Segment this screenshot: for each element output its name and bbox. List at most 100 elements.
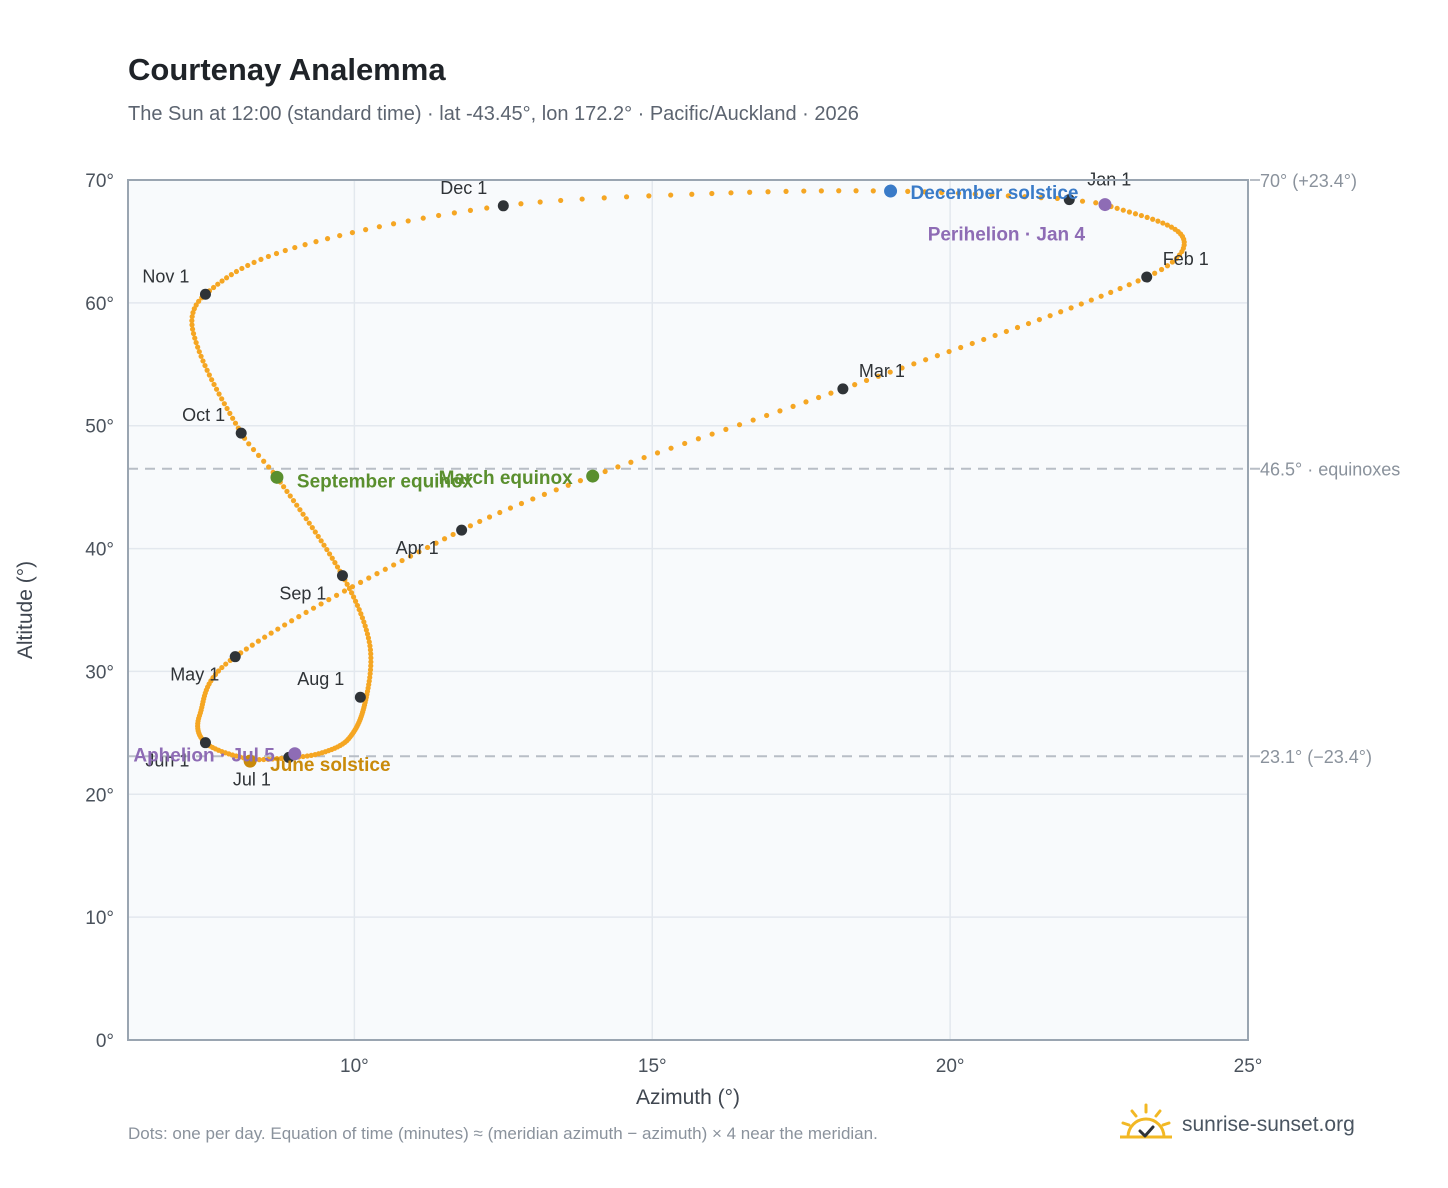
day-dot (324, 546, 330, 553)
y-tick-label: 20° (85, 785, 114, 806)
event-marker (270, 470, 284, 484)
day-dot (318, 601, 324, 607)
day-dot (321, 542, 327, 548)
day-dot (946, 348, 952, 355)
day-dot (367, 667, 374, 673)
day-dot (887, 369, 893, 375)
day-dot (282, 247, 288, 254)
day-dot (303, 516, 309, 522)
day-dot (816, 394, 822, 401)
month-marker (336, 570, 348, 582)
day-dot (190, 330, 197, 337)
day-dot (310, 605, 317, 611)
day-dot (261, 458, 267, 464)
day-dot (363, 227, 369, 233)
brand[interactable]: sunrise-sunset.org (1120, 1100, 1355, 1150)
day-dot (1098, 293, 1104, 299)
day-dot (189, 313, 195, 320)
day-dot (628, 459, 634, 465)
day-dot (615, 464, 621, 470)
day-dot (200, 358, 206, 364)
plot-area (128, 180, 1248, 1040)
day-dot (790, 403, 796, 409)
day-dot (989, 192, 995, 198)
month-marker-label: Oct 1 (182, 405, 225, 425)
day-dot (1058, 309, 1064, 315)
month-marker (837, 383, 849, 395)
brand-name[interactable]: sunrise-sunset.org (1182, 1113, 1355, 1136)
day-dot (1158, 266, 1165, 273)
day-dot (206, 372, 212, 378)
month-marker (235, 427, 247, 439)
y-tick-label: 60° (85, 294, 114, 315)
day-dot (228, 272, 234, 278)
day-dot (223, 275, 230, 281)
day-dot (292, 244, 298, 251)
event-label: December solstice (911, 183, 1079, 204)
day-dot (332, 559, 338, 566)
chart-subtitle: The Sun at 12:00 (standard time) · lat -… (128, 103, 859, 125)
day-dot (346, 585, 353, 592)
day-dot (777, 408, 783, 414)
day-dot (863, 377, 870, 384)
day-dot (641, 454, 647, 461)
day-dot (368, 663, 374, 669)
day-dot (367, 647, 374, 653)
day-dot (1038, 195, 1044, 201)
day-dot (682, 440, 688, 447)
day-dot (315, 533, 321, 540)
day-dot (282, 622, 288, 628)
y-axis-label: Altitude (°) (14, 561, 37, 659)
day-dot (1152, 270, 1158, 276)
day-dot (553, 487, 559, 493)
day-dot (313, 239, 319, 245)
day-dot (507, 505, 514, 511)
day-dot (1014, 324, 1021, 331)
day-dot (558, 197, 564, 204)
day-dot (467, 523, 474, 529)
day-dot (351, 594, 357, 600)
day-dot (484, 205, 490, 211)
event-label: Aphelion · Jul 5 (133, 746, 275, 767)
day-dot (433, 540, 439, 546)
day-dot (250, 446, 257, 453)
day-dot (1138, 212, 1144, 219)
month-marker (199, 288, 211, 300)
plot-background (128, 180, 1248, 1040)
day-dot (899, 365, 905, 371)
month-marker-label: Sep 1 (279, 584, 326, 604)
day-dot (441, 536, 448, 542)
day-dot (911, 361, 917, 367)
day-dot (368, 655, 374, 661)
day-dot (1173, 255, 1180, 262)
day-dot (1176, 252, 1183, 258)
day-dot (374, 571, 380, 577)
day-dot (783, 188, 789, 194)
day-dot (262, 634, 268, 640)
day-dot (324, 236, 331, 242)
day-dot (853, 188, 859, 194)
day-dot (518, 201, 524, 207)
day-dot (211, 381, 217, 388)
day-dot (939, 189, 945, 196)
day-dot (300, 753, 306, 760)
month-marker (1063, 194, 1075, 206)
day-dot (818, 188, 824, 194)
day-dot (1108, 289, 1114, 295)
day-dot (266, 464, 272, 470)
day-dot (189, 318, 195, 324)
day-dot (275, 626, 281, 632)
day-dot (852, 382, 858, 388)
day-dot (436, 212, 442, 219)
day-dot (391, 562, 397, 568)
day-dot (1088, 297, 1094, 303)
day-dot (309, 525, 315, 531)
day-dot (227, 410, 233, 416)
day-dot (382, 566, 388, 572)
day-dot (870, 188, 876, 194)
day-dot (268, 630, 274, 636)
day-dot (363, 627, 369, 633)
day-dot (189, 326, 196, 332)
day-dot (723, 426, 729, 432)
day-dot (193, 339, 199, 346)
